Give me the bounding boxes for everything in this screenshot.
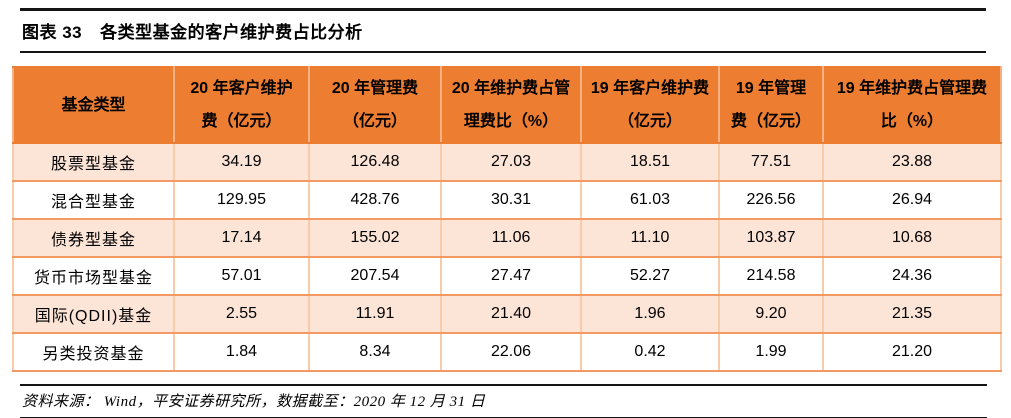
table-row: 混合型基金 129.95 428.76 30.31 61.03 226.56 2…: [12, 180, 1002, 220]
value-cell: 22.06: [440, 332, 582, 372]
fee-table: 基金类型 20 年客户维护费（亿元） 20 年管理费（亿元） 20 年维护费占管…: [12, 66, 1002, 372]
value-cell: 0.42: [580, 332, 720, 372]
value-cell: 11.06: [440, 218, 582, 258]
value-cell: 24.36: [822, 256, 1002, 296]
col-header-19y-ratio: 19 年维护费占管理费比（%）: [822, 66, 1002, 144]
col-header-19y-management-fee: 19 年管理费（亿元）: [718, 66, 824, 144]
value-cell: 52.27: [580, 256, 720, 296]
value-cell: 126.48: [308, 142, 442, 182]
fund-type-cell: 债券型基金: [12, 218, 175, 258]
value-cell: 27.47: [440, 256, 582, 296]
col-header-20y-management-fee: 20 年管理费（亿元）: [308, 66, 442, 144]
value-cell: 11.10: [580, 218, 720, 258]
value-cell: 103.87: [718, 218, 824, 258]
value-cell: 207.54: [308, 256, 442, 296]
value-cell: 57.01: [173, 256, 310, 296]
value-cell: 23.88: [822, 142, 1002, 182]
col-header-20y-maintenance-fee: 20 年客户维护费（亿元）: [173, 66, 310, 144]
table-row: 货币市场型基金 57.01 207.54 27.47 52.27 214.58 …: [12, 256, 1002, 296]
value-cell: 1.96: [580, 294, 720, 334]
data-source-text: 资料来源： Wind，平安证券研究所，数据截至：2020 年 12 月 31 日: [22, 394, 486, 410]
col-header-19y-maintenance-fee: 19 年客户维护费（亿元）: [580, 66, 720, 144]
table-row: 债券型基金 17.14 155.02 11.06 11.10 103.87 10…: [12, 218, 1002, 258]
value-cell: 18.51: [580, 142, 720, 182]
value-cell: 155.02: [308, 218, 442, 258]
figure-title: 各类型基金的客户维护费占比分析: [100, 23, 363, 42]
col-header-20y-ratio: 20 年维护费占管理费比（%）: [440, 66, 582, 144]
fund-type-cell: 另类投资基金: [12, 332, 175, 372]
value-cell: 2.55: [173, 294, 310, 334]
value-cell: 17.14: [173, 218, 310, 258]
fund-type-cell: 股票型基金: [12, 142, 175, 182]
value-cell: 34.19: [173, 142, 310, 182]
value-cell: 1.84: [173, 332, 310, 372]
value-cell: 214.58: [718, 256, 824, 296]
value-cell: 21.35: [822, 294, 1002, 334]
table-header-row: 基金类型 20 年客户维护费（亿元） 20 年管理费（亿元） 20 年维护费占管…: [12, 66, 1002, 144]
value-cell: 21.40: [440, 294, 582, 334]
value-cell: 226.56: [718, 180, 824, 220]
value-cell: 11.91: [308, 294, 442, 334]
value-cell: 129.95: [173, 180, 310, 220]
col-header-fund-type: 基金类型: [12, 66, 175, 144]
table-row: 股票型基金 34.19 126.48 27.03 18.51 77.51 23.…: [12, 142, 1002, 182]
value-cell: 8.34: [308, 332, 442, 372]
value-cell: 1.99: [718, 332, 824, 372]
fee-table-container: 基金类型 20 年客户维护费（亿元） 20 年管理费（亿元） 20 年维护费占管…: [12, 66, 1002, 372]
value-cell: 27.03: [440, 142, 582, 182]
value-cell: 26.94: [822, 180, 1002, 220]
value-cell: 61.03: [580, 180, 720, 220]
fund-type-cell: 货币市场型基金: [12, 256, 175, 296]
fund-type-cell: 国际(QDII)基金: [12, 294, 175, 334]
value-cell: 21.20: [822, 332, 1002, 372]
value-cell: 10.68: [822, 218, 1002, 258]
value-cell: 428.76: [308, 180, 442, 220]
figure-title-bar: 图表 33 各类型基金的客户维护费占比分析: [20, 8, 986, 53]
value-cell: 30.31: [440, 180, 582, 220]
table-row: 另类投资基金 1.84 8.34 22.06 0.42 1.99 21.20: [12, 332, 1002, 372]
value-cell: 9.20: [718, 294, 824, 334]
figure-number: 图表 33: [22, 23, 83, 42]
table-row: 国际(QDII)基金 2.55 11.91 21.40 1.96 9.20 21…: [12, 294, 1002, 334]
fund-type-cell: 混合型基金: [12, 180, 175, 220]
source-footer-bar: 资料来源： Wind，平安证券研究所，数据截至：2020 年 12 月 31 日: [20, 384, 987, 418]
value-cell: 77.51: [718, 142, 824, 182]
